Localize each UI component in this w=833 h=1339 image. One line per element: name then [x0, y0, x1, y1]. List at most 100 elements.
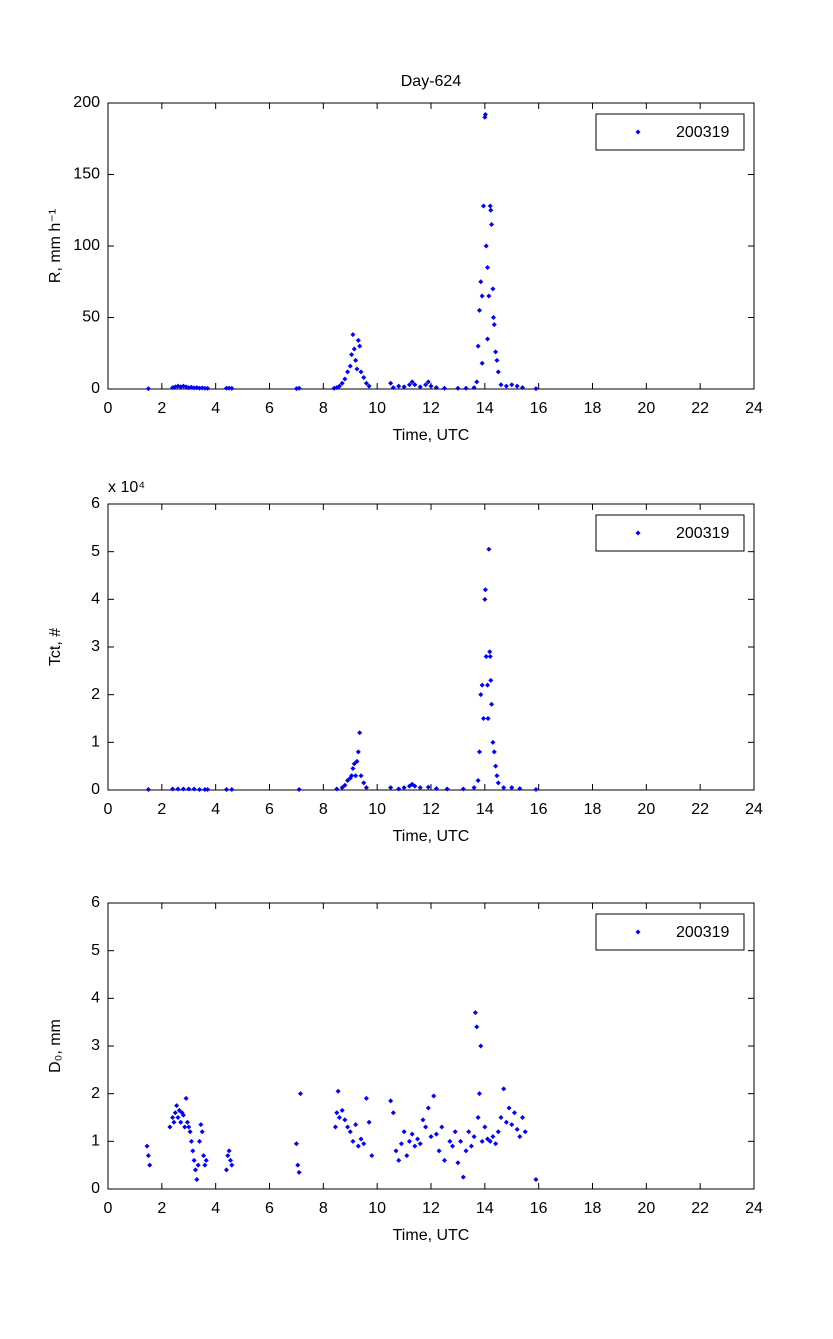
y-tick-label: 0	[91, 781, 100, 798]
data-point	[354, 758, 360, 764]
data-point	[417, 785, 423, 791]
data-point	[223, 1167, 229, 1173]
data-point	[501, 1086, 507, 1092]
data-point	[511, 1110, 517, 1116]
x-tick-label: 18	[584, 1200, 602, 1217]
data-point	[441, 1157, 447, 1163]
x-tick-label: 2	[157, 801, 166, 818]
data-point	[358, 773, 364, 779]
data-point	[358, 1136, 364, 1142]
data-point	[363, 785, 369, 791]
data-point	[342, 1117, 348, 1123]
legend-marker	[635, 530, 641, 536]
data-point	[363, 1095, 369, 1101]
data-point	[475, 343, 481, 349]
data-point	[190, 1148, 196, 1154]
data-point	[145, 787, 151, 793]
data-point	[514, 1126, 520, 1132]
data-point	[197, 1138, 203, 1144]
data-point	[485, 1136, 491, 1142]
data-point	[366, 383, 372, 389]
data-point	[388, 1098, 394, 1104]
data-point	[398, 1141, 404, 1147]
data-point	[479, 682, 485, 688]
data-point	[412, 382, 418, 388]
data-point	[412, 1143, 418, 1149]
data-point	[431, 1093, 437, 1099]
data-point	[533, 386, 539, 392]
data-point	[433, 385, 439, 391]
data-point	[347, 1129, 353, 1135]
x-tick-label: 14	[476, 801, 494, 818]
x-tick-label: 6	[265, 400, 274, 417]
data-point	[361, 375, 367, 381]
data-point	[363, 380, 369, 386]
data-point	[202, 787, 208, 793]
x-tick-label: 12	[422, 1200, 440, 1217]
x-tick-label: 22	[691, 1200, 709, 1217]
data-point	[514, 383, 520, 389]
data-point	[509, 1122, 515, 1128]
x-tick-label: 20	[637, 400, 655, 417]
plot-area	[107, 503, 755, 791]
x-tick-label: 10	[368, 801, 386, 818]
data-point	[201, 1153, 207, 1159]
data-point	[517, 786, 523, 792]
data-point	[176, 1107, 182, 1113]
plot-area	[107, 102, 755, 390]
data-point	[357, 343, 363, 349]
x-tick-label: 4	[211, 801, 220, 818]
data-point	[226, 1148, 232, 1154]
data-point	[463, 1148, 469, 1154]
data-point	[466, 1129, 472, 1135]
data-point	[145, 1153, 151, 1159]
data-point	[353, 1122, 359, 1128]
x-tick-label: 24	[745, 400, 763, 417]
data-point	[361, 780, 367, 786]
x-tick-label: 2	[157, 400, 166, 417]
data-point	[478, 279, 484, 285]
data-point	[205, 385, 211, 391]
data-point	[390, 1110, 396, 1116]
x-tick-label: 0	[104, 1200, 113, 1217]
data-point	[478, 692, 484, 698]
data-point	[366, 1119, 372, 1125]
data-point	[509, 785, 515, 791]
data-point	[172, 1110, 178, 1116]
x-tick-label: 18	[584, 400, 602, 417]
data-point	[355, 337, 361, 343]
data-point	[342, 782, 348, 788]
data-point	[357, 730, 363, 736]
y-tick-label: 0	[91, 380, 100, 397]
data-point	[447, 1138, 453, 1144]
y-tick-label: 4	[91, 591, 100, 608]
data-point	[170, 786, 176, 792]
data-point	[472, 1010, 478, 1016]
data-point	[483, 654, 489, 660]
data-point	[495, 780, 501, 786]
x-tick-label: 18	[584, 801, 602, 818]
data-point	[485, 336, 491, 342]
data-point	[482, 1124, 488, 1130]
data-point	[396, 383, 402, 389]
data-point	[455, 385, 461, 391]
data-point	[455, 1160, 461, 1166]
data-point	[471, 385, 477, 391]
x-tick-label: 16	[530, 400, 548, 417]
data-point	[205, 787, 211, 793]
data-point	[334, 1110, 340, 1116]
data-point	[180, 786, 186, 792]
data-point	[494, 773, 500, 779]
x-tick-label: 14	[476, 1200, 494, 1217]
x-tick-label: 22	[691, 400, 709, 417]
data-point	[345, 1124, 351, 1130]
data-point	[520, 385, 526, 391]
legend-label: 200319	[676, 525, 729, 542]
data-point	[483, 243, 489, 249]
data-point	[202, 385, 208, 391]
data-point	[509, 382, 515, 388]
data-point	[487, 1138, 493, 1144]
data-point	[223, 385, 229, 391]
x-tick-label: 20	[637, 801, 655, 818]
data-point	[498, 1115, 504, 1120]
